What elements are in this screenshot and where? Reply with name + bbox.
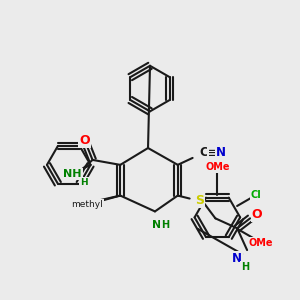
Text: O: O [252, 208, 262, 221]
Text: N: N [232, 253, 242, 266]
Text: methyl: methyl [71, 200, 103, 209]
Text: Cl: Cl [250, 190, 261, 200]
Text: N: N [216, 146, 226, 160]
Text: C: C [199, 146, 208, 160]
Text: NH: NH [64, 169, 82, 179]
Text: H: H [161, 220, 169, 230]
Text: O: O [79, 134, 90, 147]
Text: OMe: OMe [249, 238, 273, 248]
Text: ≡: ≡ [208, 148, 217, 158]
Text: N: N [152, 220, 162, 230]
Text: H: H [241, 262, 249, 272]
Text: H: H [80, 178, 87, 187]
Text: OMe: OMe [205, 162, 230, 172]
Text: S: S [195, 194, 204, 207]
